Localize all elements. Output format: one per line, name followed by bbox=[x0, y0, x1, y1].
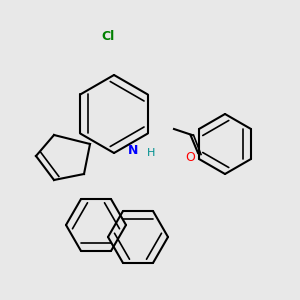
Text: N: N bbox=[128, 143, 139, 157]
Text: Cl: Cl bbox=[101, 29, 115, 43]
Text: H: H bbox=[147, 148, 156, 158]
Text: O: O bbox=[186, 151, 195, 164]
